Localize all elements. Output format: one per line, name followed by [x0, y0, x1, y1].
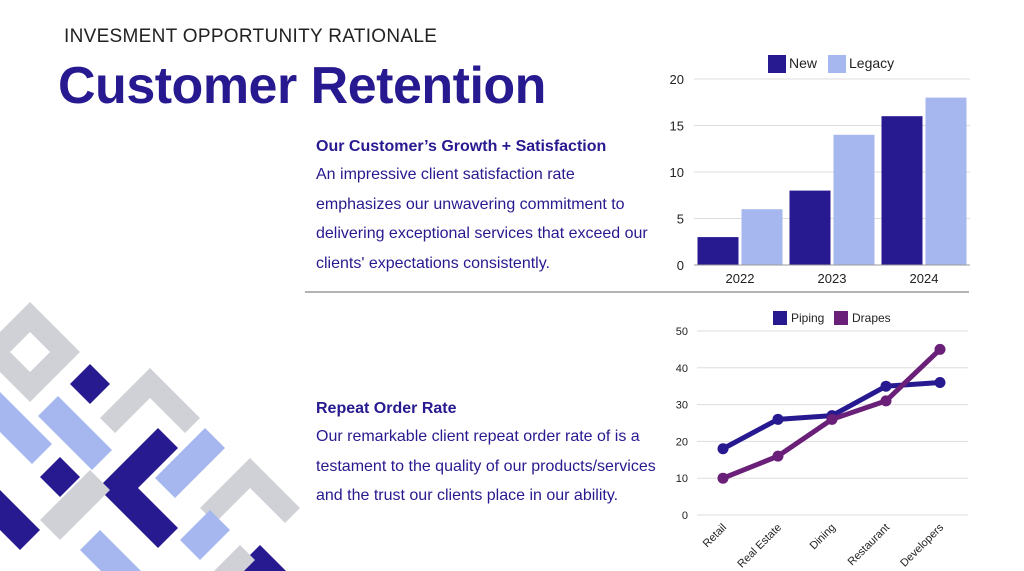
lavender-bottom-shape: [80, 530, 141, 571]
bar-x-tick-label: 2024: [910, 271, 939, 286]
line-chart: 0 10 20 30 40 50 Retail Real Estate Dining Restau…: [676, 311, 968, 570]
legend-label-piping: Piping: [791, 311, 824, 325]
gray-chevron-lower: [200, 458, 300, 523]
repeat-order-body: Our remarkable client repeat order rate …: [316, 428, 656, 504]
line-x-tick-label: Restaurant: [846, 522, 893, 569]
bar-new-2022: [697, 237, 739, 265]
legend-swatch-drapes: [834, 311, 848, 325]
growth-heading: Our Customer’s Growth + Satisfaction: [316, 138, 607, 155]
lavender-stripe-left: [0, 392, 52, 464]
growth-body: An impressive client satisfaction rate e…: [316, 166, 648, 272]
legend-swatch-piping: [773, 311, 787, 325]
gray-diamond-shape: [0, 302, 80, 402]
bar-legacy-2022: [741, 209, 783, 265]
legend-swatch-new: [768, 55, 786, 73]
growth-section: Our Customer’s Growth + Satisfaction An …: [316, 138, 661, 278]
repeat-order-heading: Repeat Order Rate: [316, 400, 457, 417]
navy-bottom-bar: [0, 490, 40, 550]
point-drapes-2: [826, 413, 838, 425]
gray-bottom-bar: [40, 470, 110, 540]
bar-x-tick-label: 2023: [818, 271, 847, 286]
point-drapes-3: [880, 395, 892, 407]
legend-label-legacy: Legacy: [849, 55, 894, 71]
legend-label-new: New: [789, 55, 818, 71]
line-x-tick-label: Developers: [898, 521, 946, 569]
point-drapes-1: [772, 450, 784, 462]
lavender-stripe-center: [38, 396, 112, 470]
line-y-tick-label: 20: [676, 436, 688, 448]
line-y-tick-label: 30: [676, 400, 688, 412]
page-title: Customer Retention: [58, 57, 546, 115]
bar-new-2023: [789, 190, 831, 265]
bar-y-tick-label: 10: [670, 165, 684, 180]
point-piping-1: [772, 413, 784, 425]
line-x-tick-label: Dining: [808, 522, 839, 553]
line-y-tick-label: 40: [676, 363, 688, 375]
legend-label-drapes: Drapes: [852, 311, 891, 325]
point-drapes-4: [934, 343, 946, 355]
bar-x-tick-label: 2022: [726, 271, 755, 286]
point-piping-0: [717, 443, 729, 455]
bar-legacy-2024: [925, 97, 967, 265]
bar-chart: 0 5 10 15 20 2022 2023 2024 New Legacy: [670, 55, 970, 286]
bar-legacy-2023: [833, 134, 875, 265]
point-piping-4: [934, 377, 946, 389]
line-x-tick-label: Retail: [701, 522, 729, 550]
line-y-tick-label: 0: [682, 510, 688, 522]
lavender-stripe-right: [155, 428, 225, 498]
line-x-tick-label: Real Estate: [735, 522, 784, 571]
gray-chevron-shape: [100, 368, 200, 433]
legend-swatch-legacy: [828, 55, 846, 73]
page-subtitle: INVESMENT OPPORTUNITY RATIONALE: [64, 26, 438, 47]
bar-y-tick-label: 0: [677, 258, 684, 273]
bar-y-tick-label: 15: [670, 119, 684, 134]
navy-small-diamond: [70, 364, 110, 404]
repeat-order-section: Repeat Order Rate Our remarkable client …: [316, 400, 661, 511]
point-drapes-0: [717, 472, 729, 484]
point-piping-3: [880, 380, 892, 392]
lavender-bottom-right: [180, 510, 230, 560]
section-divider: [305, 291, 969, 293]
line-y-tick-label: 50: [676, 326, 688, 338]
bar-y-tick-label: 20: [670, 72, 684, 87]
navy-center-diamond: [40, 457, 80, 497]
line-y-tick-label: 10: [676, 473, 688, 485]
bar-y-tick-label: 5: [677, 212, 684, 227]
gray-corner-shape: [214, 545, 255, 571]
bar-new-2024: [881, 116, 923, 265]
navy-chevron-shape: [98, 428, 178, 548]
